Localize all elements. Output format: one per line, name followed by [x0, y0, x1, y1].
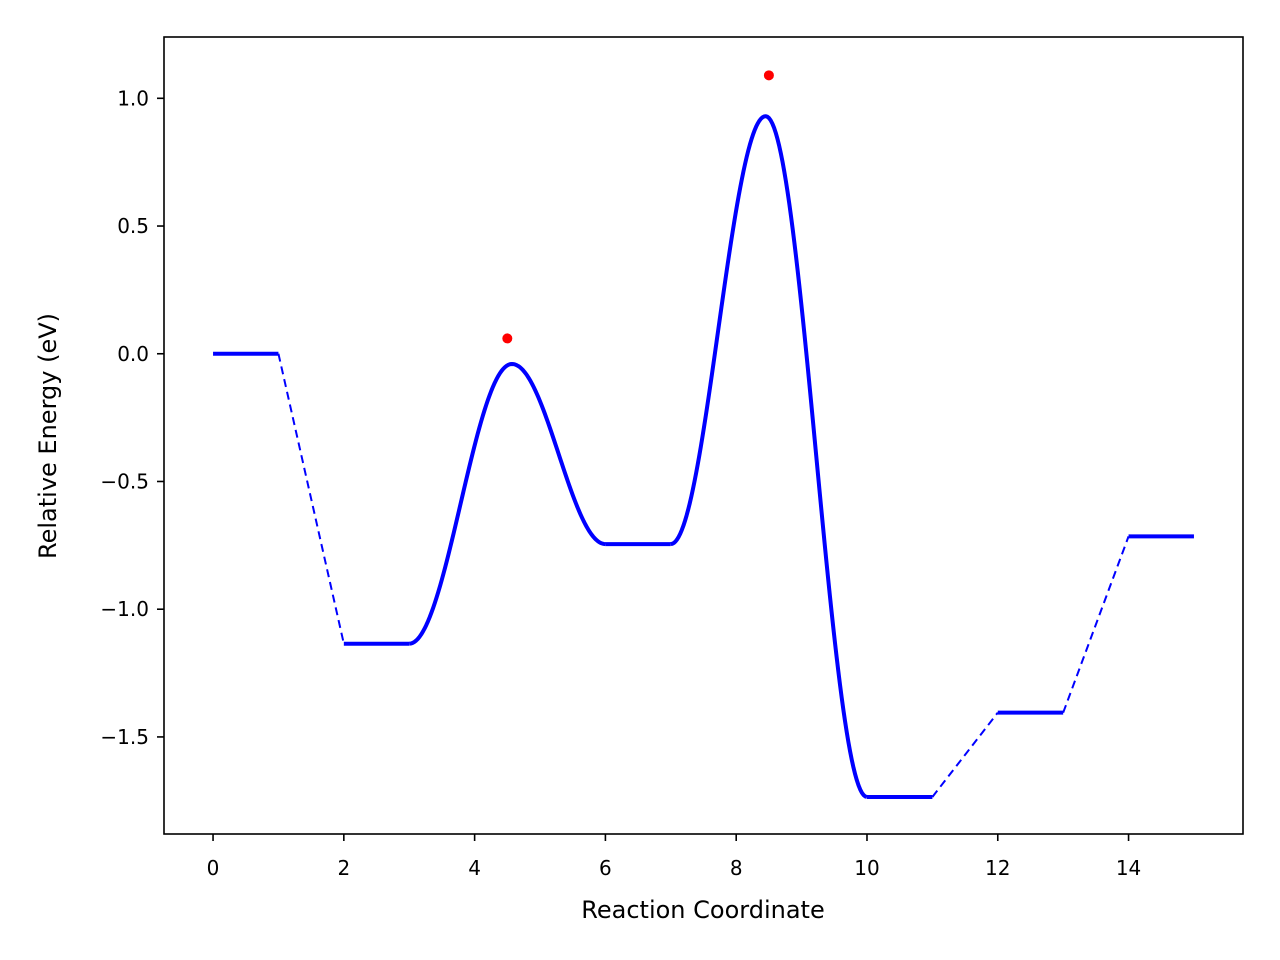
- y-axis-label: Relative Energy (eV): [34, 313, 62, 559]
- y-tick-label-1: 0.5: [117, 214, 149, 238]
- barrier-curve-1: [670, 114, 868, 799]
- y-tick-label-2: 0.0: [117, 342, 149, 366]
- x-tick-label-0: 0: [207, 856, 220, 880]
- x-tick-label-7: 14: [1116, 856, 1141, 880]
- y-tick-label-4: −1.0: [100, 597, 149, 621]
- connector-line-1: [931, 712, 999, 798]
- x-tick-label-1: 2: [337, 856, 350, 880]
- plot-frame: [163, 36, 1244, 835]
- y-axis-ticks: 1.0 0.5 0.0 −0.5 −1.0 −1.5: [100, 86, 164, 749]
- y-tick-label-3: −0.5: [100, 469, 149, 493]
- x-tick-label-2: 4: [468, 856, 481, 880]
- x-tick-label-3: 6: [599, 856, 612, 880]
- x-tick-label-6: 12: [985, 856, 1010, 880]
- transition-marker-0: [502, 333, 513, 344]
- x-axis-ticks: 0 2 4 6 8 10 12 14: [207, 834, 1141, 880]
- barrier-curve-0: [408, 361, 606, 646]
- connector-line-2: [1062, 536, 1130, 714]
- connector-line-0: [277, 353, 345, 644]
- x-tick-label-4: 8: [730, 856, 743, 880]
- y-tick-label-0: 1.0: [117, 86, 149, 110]
- data-layer: [213, 70, 1194, 799]
- y-tick-label-5: −1.5: [100, 725, 149, 749]
- x-tick-label-5: 10: [854, 856, 879, 880]
- transition-marker-1: [763, 70, 774, 81]
- x-axis-label: Reaction Coordinate: [581, 896, 824, 924]
